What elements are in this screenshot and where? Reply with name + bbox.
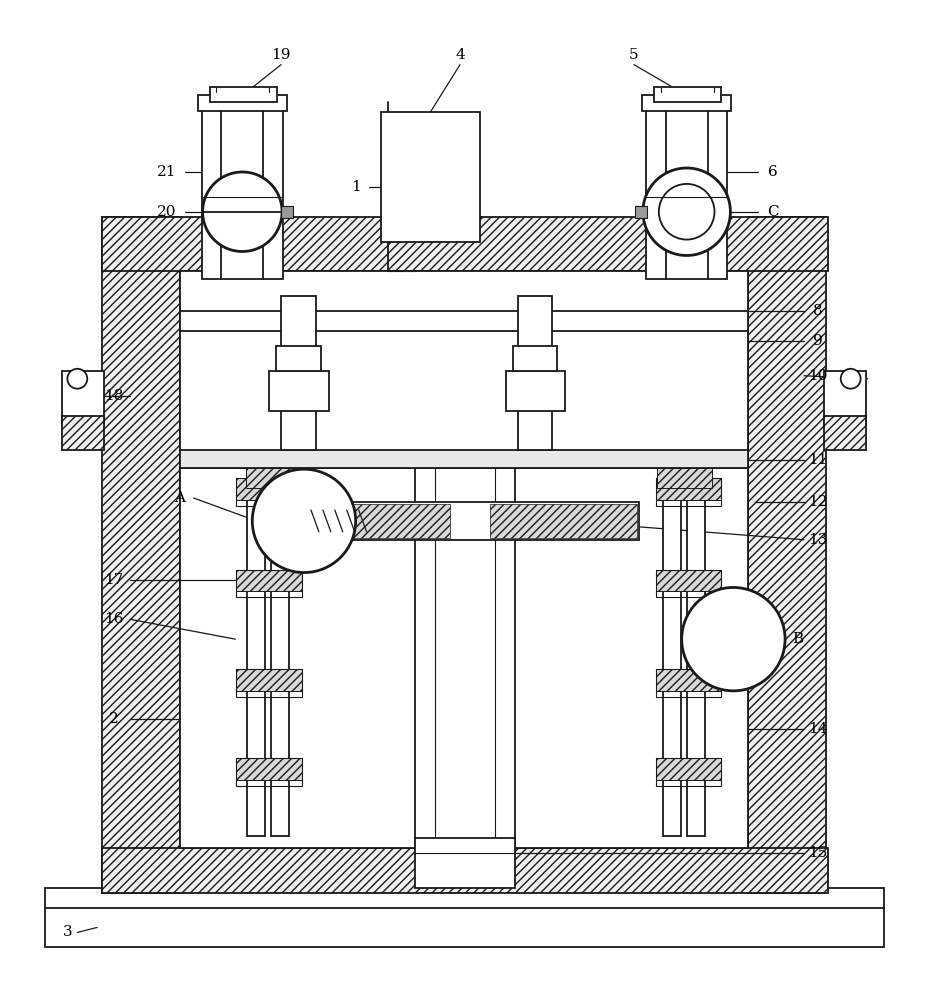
Bar	[236, 570, 302, 591]
Bar	[505, 371, 565, 411]
Bar	[236, 478, 302, 506]
Bar	[823, 416, 865, 450]
Bar	[645, 102, 727, 279]
Bar	[655, 669, 721, 697]
Circle shape	[68, 369, 87, 389]
Text: 10: 10	[807, 369, 827, 383]
Bar	[656, 468, 711, 488]
Circle shape	[681, 587, 784, 691]
Bar	[635, 206, 646, 218]
Bar	[641, 95, 730, 111]
Circle shape	[642, 168, 729, 255]
Text: 12: 12	[807, 495, 827, 509]
Text: A: A	[174, 491, 185, 505]
Bar	[653, 87, 721, 102]
Bar	[210, 87, 277, 102]
Text: 3: 3	[62, 925, 72, 939]
Bar	[179, 271, 747, 848]
Text: 5: 5	[628, 48, 638, 62]
Circle shape	[658, 184, 714, 240]
Text: 15: 15	[807, 846, 827, 860]
Bar	[236, 669, 302, 697]
Text: 8: 8	[812, 304, 822, 318]
Bar	[45, 888, 883, 947]
Bar	[823, 371, 865, 425]
Bar	[380, 112, 480, 242]
Bar	[662, 478, 680, 836]
Bar	[415, 468, 514, 848]
Bar	[281, 296, 316, 450]
Bar	[655, 570, 721, 597]
Bar	[62, 371, 104, 425]
Bar	[247, 478, 264, 836]
Bar	[512, 346, 557, 371]
Bar	[236, 758, 302, 780]
Text: C: C	[767, 205, 778, 219]
Bar	[655, 758, 721, 786]
Bar	[102, 848, 827, 893]
Text: 13: 13	[807, 533, 827, 547]
Text: B: B	[792, 632, 803, 646]
Bar	[198, 95, 287, 111]
Bar	[179, 450, 747, 468]
Bar	[489, 504, 637, 538]
Text: 21: 21	[157, 165, 176, 179]
Bar	[281, 206, 292, 218]
Text: 1: 1	[351, 180, 360, 194]
Bar	[179, 271, 747, 465]
Bar	[236, 478, 302, 500]
Text: 16: 16	[104, 612, 123, 626]
Bar	[655, 478, 721, 500]
Text: 6: 6	[767, 165, 777, 179]
Bar	[62, 416, 104, 450]
Circle shape	[840, 369, 859, 389]
Bar	[102, 217, 827, 271]
Bar	[271, 478, 289, 836]
Bar	[246, 468, 301, 488]
Bar	[276, 346, 320, 371]
Text: 18: 18	[104, 389, 123, 403]
Bar	[517, 296, 552, 450]
Circle shape	[202, 172, 282, 251]
Text: 9: 9	[812, 334, 822, 348]
Bar	[655, 570, 721, 591]
Bar	[655, 758, 721, 780]
Bar	[236, 570, 302, 597]
Bar	[179, 468, 747, 848]
Text: 2: 2	[110, 712, 119, 726]
Bar	[686, 478, 703, 836]
Bar	[236, 758, 302, 786]
Bar	[747, 217, 825, 893]
Bar	[269, 371, 329, 411]
Bar	[655, 478, 721, 506]
Circle shape	[252, 469, 355, 573]
Text: 17: 17	[104, 573, 123, 587]
Bar	[236, 669, 302, 691]
Text: 4: 4	[455, 48, 464, 62]
Bar	[201, 102, 283, 279]
Text: 19: 19	[271, 48, 290, 62]
Bar	[415, 838, 514, 888]
Bar	[301, 502, 638, 540]
Text: 20: 20	[157, 205, 176, 219]
Bar	[303, 504, 449, 538]
Text: 14: 14	[807, 722, 827, 736]
Bar	[102, 217, 179, 893]
Bar	[655, 669, 721, 691]
Text: 11: 11	[807, 453, 827, 467]
